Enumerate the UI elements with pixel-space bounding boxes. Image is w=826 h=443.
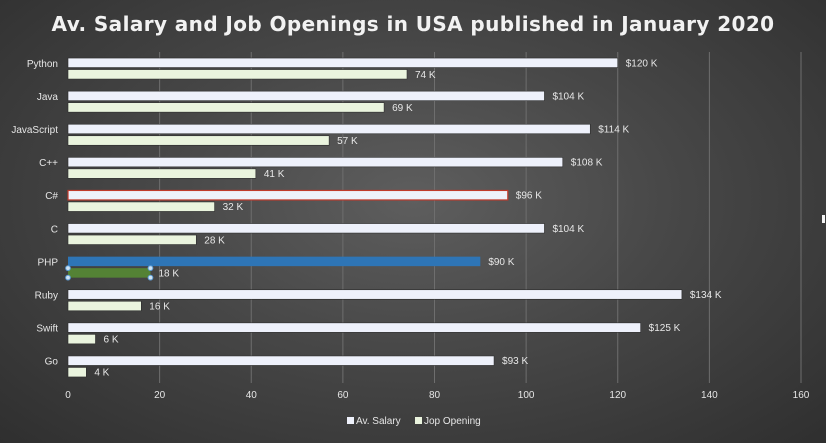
openings-data-label: 4 K [94,368,109,379]
salary-data-label: $104 K [552,91,584,102]
openings-bar[interactable] [67,300,142,312]
salary-bar[interactable] [68,256,481,267]
selection-handle[interactable] [147,265,154,272]
openings-data-label: 69 K [392,103,413,114]
selection-handle[interactable] [65,265,71,272]
category-label: JavaScript [11,125,58,136]
x-axis-ticks: 0 20 40 60 80 100 120 140 160 [65,390,810,401]
salary-bar[interactable] [67,189,509,201]
openings-data-label: 74 K [415,70,436,81]
resize-handle[interactable] [822,215,825,223]
salary-bar[interactable] [67,322,641,333]
openings-bar[interactable] [67,135,330,146]
x-tick-label: 140 [701,390,718,401]
category-label: Java [37,92,59,103]
openings-bar[interactable] [68,268,151,278]
legend[interactable]: Av. Salary Jop Opening [347,215,825,427]
category-label: C# [45,191,58,202]
openings-bar[interactable] [67,201,215,212]
openings-data-label: 57 K [337,136,358,147]
legend-swatch-salary [347,417,354,424]
category-label: Go [45,357,59,368]
x-tick-label: 100 [518,390,535,401]
selection-handle[interactable] [65,274,71,281]
data-labels: $120 K 74 K $104 K 69 K $114 K 57 K $108 K 41 K… [94,58,722,378]
openings-bar[interactable] [67,367,87,378]
openings-bar[interactable] [67,234,197,245]
openings-data-label: 6 K [103,335,118,346]
x-tick-label: 40 [246,390,258,401]
legend-swatch-openings [415,417,422,424]
legend-label-openings: Jop Opening [424,416,481,427]
salary-bar[interactable] [67,157,564,168]
x-tick-label: 80 [429,390,441,401]
category-axis: Python Java JavaScript C++ C# C PHP Ruby Swift Go [11,59,58,368]
selection-handle[interactable] [147,274,154,281]
x-tick-label: 20 [154,390,166,401]
salary-bar[interactable] [67,90,545,101]
gridlines [159,52,802,383]
openings-data-label: 32 K [223,202,244,213]
openings-bar[interactable] [67,102,385,113]
openings-data-label: 41 K [264,169,285,180]
openings-bar[interactable] [67,334,96,345]
chart-title: Av. Salary and Job Openings in USA publi… [52,12,775,36]
salary-data-label: $93 K [502,356,528,367]
x-tick-label: 160 [793,390,810,401]
openings-data-label: 16 K [149,302,170,313]
openings-bar[interactable] [67,69,408,80]
x-tick-label: 0 [65,390,71,401]
salary-bar[interactable] [67,223,545,234]
salary-data-label: $96 K [516,191,542,202]
legend-label-salary: Av. Salary [356,416,401,427]
x-tick-label: 120 [609,390,626,401]
salary-data-label: $108 K [571,158,603,169]
salary-bar[interactable] [67,57,619,68]
salary-data-label: $114 K [598,125,629,136]
salary-bar[interactable] [67,355,495,366]
bars [65,57,683,378]
salary-data-label: $134 K [690,290,722,301]
openings-data-label: 28 K [204,235,225,246]
salary-data-label: $104 K [552,224,584,235]
salary-data-label: $120 K [626,58,658,69]
salary-bar[interactable] [67,289,683,300]
category-label: Swift [36,324,58,335]
salary-data-label: $125 K [649,323,681,334]
openings-data-label: 18 K [158,268,179,279]
openings-bar[interactable] [67,168,257,179]
category-label: Ruby [35,291,58,302]
category-label: PHP [37,257,58,268]
category-label: Python [27,59,58,70]
salary-bar[interactable] [67,123,591,135]
category-label: C [51,224,58,235]
salary-data-label: $90 K [488,257,514,268]
category-label: C++ [39,158,58,169]
x-tick-label: 60 [337,390,349,401]
